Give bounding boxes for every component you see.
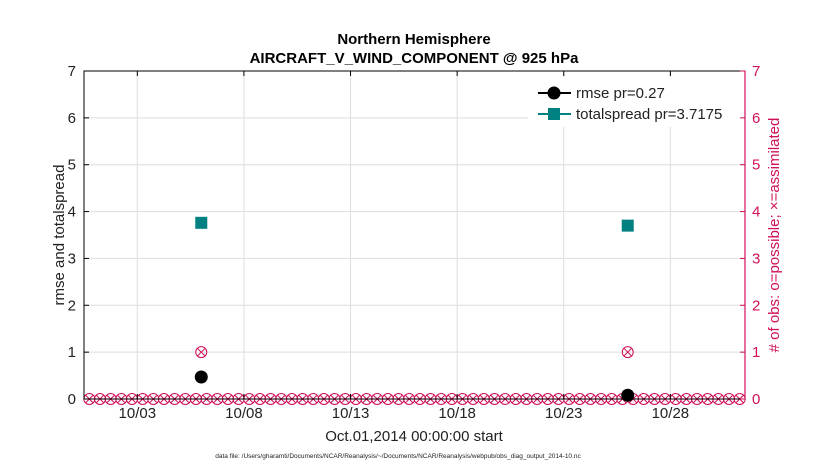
y-tick-label: 4 [68, 204, 76, 221]
legend-totalspread-marker [548, 108, 560, 120]
y2-axis-label: # of obs: o=possible; ×=assimilated [766, 118, 783, 353]
legend-rmse-marker [547, 86, 561, 100]
totalspread-point [621, 219, 634, 232]
footer-data-file: data file: /Users/gharamti/Documents/NCA… [215, 453, 581, 460]
y2-tick-label: 1 [752, 344, 760, 361]
obs-possible-marker [195, 346, 208, 359]
y2-tick-label: 2 [752, 297, 760, 314]
x-tick-label: 10/13 [332, 405, 370, 422]
y-tick-label: 3 [68, 250, 76, 267]
y-axis-label: rmse and totalspread [51, 165, 68, 306]
y-tick-label: 7 [68, 63, 76, 80]
y-tick-label: 1 [68, 344, 76, 361]
x-axis-label: Oct.01,2014 00:00:00 start [325, 428, 503, 445]
x-tick-label: 10/28 [652, 405, 690, 422]
obs-count-markers [83, 346, 746, 405]
y2-tick-label: 0 [752, 391, 760, 408]
obs-possible-marker [621, 346, 634, 359]
y-tick-label: 6 [68, 110, 76, 127]
legend-box [528, 77, 740, 127]
data-series [194, 216, 635, 402]
legend-totalspread-label: totalspread pr=3.7175 [576, 106, 722, 123]
y-tick-label: 2 [68, 297, 76, 314]
x-tick-label: 10/18 [438, 405, 476, 422]
y-tick-label: 0 [68, 391, 76, 408]
legend: rmse pr=0.27 totalspread pr=3.7175 [528, 77, 740, 127]
obs-assimilated-marker [623, 347, 633, 357]
y2-tick-label: 3 [752, 250, 760, 267]
rmse-point [621, 388, 635, 402]
x-tick-label: 10/23 [545, 405, 583, 422]
chart-title: Northern Hemisphere [337, 31, 490, 48]
y2-tick-label: 5 [752, 157, 760, 174]
x-tick-label: 10/08 [225, 405, 263, 422]
chart-subtitle: AIRCRAFT_V_WIND_COMPONENT @ 925 hPa [250, 50, 580, 67]
y-axis-left: 0 1 2 3 4 5 6 7 [68, 63, 89, 408]
y2-tick-label: 7 [752, 63, 760, 80]
legend-rmse-label: rmse pr=0.27 [576, 85, 665, 102]
y2-tick-label: 6 [752, 110, 760, 127]
y-tick-label: 5 [68, 157, 76, 174]
obs-assimilated-marker [196, 347, 206, 357]
x-tick-label: 10/03 [119, 405, 157, 422]
rmse-point [194, 370, 208, 384]
y-axis-right: 0 1 2 3 4 5 6 7 [740, 63, 760, 408]
x-axis: 10/03 10/08 10/13 10/18 10/23 10/28 [119, 71, 690, 422]
y2-tick-label: 4 [752, 204, 760, 221]
totalspread-point [195, 216, 208, 229]
